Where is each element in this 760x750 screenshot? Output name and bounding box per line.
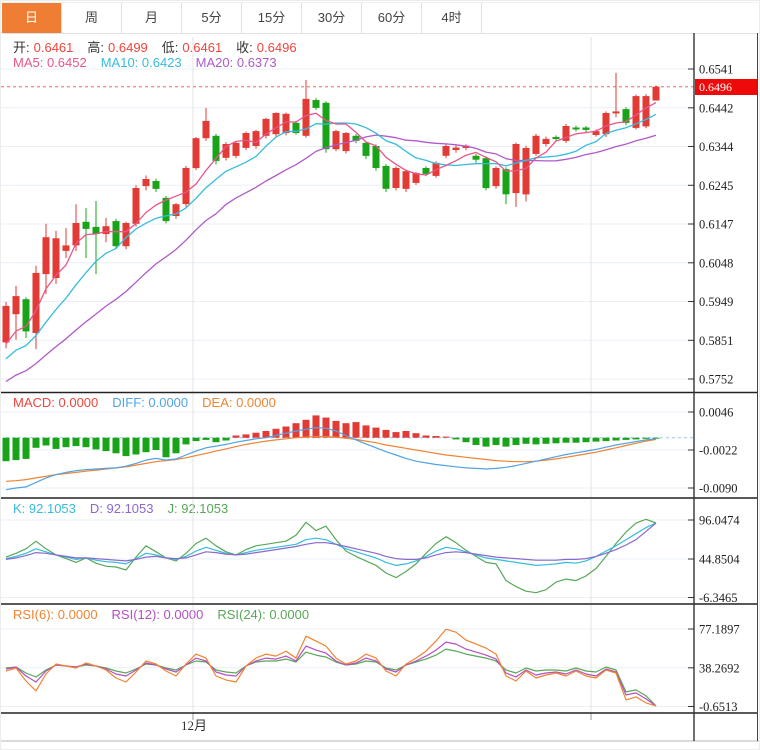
- axis-tick-label: -0.6513: [699, 700, 738, 714]
- tab-月[interactable]: 月: [122, 3, 182, 33]
- axis-tick-label: 0.6442: [699, 101, 733, 115]
- axis-tick-label: 0.6048: [699, 256, 733, 270]
- x-axis-month-label: 12月: [181, 718, 208, 733]
- axis-tick-label: 0.5949: [699, 295, 733, 309]
- tab-5分[interactable]: 5分: [182, 3, 242, 33]
- axis-tick-label: -0.0090: [699, 482, 738, 496]
- tab-15分[interactable]: 15分: [242, 3, 302, 33]
- tab-30分[interactable]: 30分: [302, 3, 362, 33]
- axis-tick-label: 38.2692: [699, 661, 740, 675]
- axis-tick-label: 77.1897: [699, 623, 740, 637]
- axis-tick-label: -6.3465: [699, 591, 738, 605]
- axis-tick-label: 0.6147: [699, 218, 733, 232]
- tab-60分[interactable]: 60分: [362, 3, 422, 33]
- axis-tick-label: 96.0474: [699, 514, 740, 528]
- axis-tick-label: 0.6541: [699, 63, 733, 77]
- axis-tick-label: 0.6344: [699, 140, 734, 154]
- chart-canvas[interactable]: 0.6541 0.6442 0.6344 0.6245 0.6147 0.6048 0.59…: [1, 33, 760, 750]
- tab-周[interactable]: 周: [62, 3, 122, 33]
- axis-tick-label: 0.6245: [699, 179, 733, 193]
- last-price-tag: 0.6496: [695, 79, 757, 95]
- period-toolbar: 日周月 5分 15分 30分 60分 4时: [2, 2, 758, 34]
- axis-tick-label: 0.5851: [699, 334, 733, 348]
- tab-4时[interactable]: 4时: [422, 3, 482, 33]
- axis-tick-label: 0.5752: [699, 373, 733, 387]
- axis-tick-label: 44.8504: [699, 553, 740, 567]
- tab-日[interactable]: 日: [2, 3, 62, 33]
- axis-tick-label: -0.0022: [699, 444, 738, 458]
- axis-tick-label: 0.0046: [699, 406, 733, 420]
